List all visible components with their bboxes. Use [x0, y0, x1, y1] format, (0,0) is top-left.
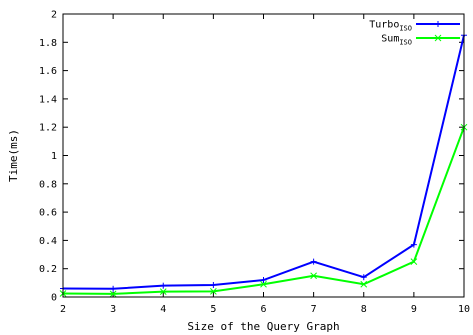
sum-point [310, 272, 317, 280]
x-tick-label: 5 [210, 304, 216, 315]
sum-line [62, 126, 465, 295]
x-tick-label: 8 [361, 304, 367, 315]
y-tick-label: 0.8 [39, 179, 57, 190]
turbo-point [110, 285, 117, 292]
turbo-point [410, 241, 417, 248]
y-tick-label: 1.2 [39, 123, 57, 134]
x-tick-label: 10 [458, 304, 470, 315]
turbo-point [160, 282, 167, 289]
y-axis-label: Time(ms) [7, 129, 20, 182]
y-tick-label: 2 [51, 10, 57, 21]
sum-point [159, 288, 167, 295]
turbo-point [360, 274, 367, 281]
y-tick-label: 0.6 [39, 208, 57, 219]
y-tick-label: 1.4 [39, 94, 57, 105]
y-tick-label: 0.4 [39, 236, 57, 247]
y-tick-label: 0 [51, 293, 57, 304]
turbo-point [310, 258, 317, 265]
y-tick-label: 1 [51, 151, 57, 162]
y-tick-label: 1.6 [39, 66, 57, 77]
turbo-legend-marker [435, 21, 441, 27]
sum-point [109, 290, 117, 298]
turbo-point [210, 281, 217, 288]
y-tick-label: 1.8 [39, 38, 57, 49]
sum-point [210, 287, 217, 295]
x-tick-label: 2 [60, 304, 66, 315]
x-tick-label: 9 [411, 304, 417, 315]
plot-frame [62, 13, 465, 298]
turbo-legend-label: TurboISO [369, 20, 412, 33]
sum-point [410, 258, 418, 265]
y-tick-label: 0.2 [39, 264, 57, 275]
x-tick-label: 3 [110, 304, 116, 315]
x-axis-label: Size of the Query Graph [187, 320, 339, 333]
x-tick-label: 7 [311, 304, 317, 315]
sum-legend-label: SumISO [381, 34, 412, 47]
sum-legend-marker [434, 34, 442, 42]
sum-point [260, 280, 267, 288]
turbo-point [260, 277, 267, 284]
turbo-line [62, 34, 465, 290]
sum-point [360, 280, 368, 288]
axis-ticks: 0 0.2 0.4 0.6 0.8 1 1.2 1.4 1.6 1.8 2 2 3 4 5 6 7 8 9 10 [39, 10, 470, 316]
x-tick-label: 4 [160, 304, 166, 315]
x-tick-label: 6 [260, 304, 266, 315]
series-layer [59, 32, 468, 298]
